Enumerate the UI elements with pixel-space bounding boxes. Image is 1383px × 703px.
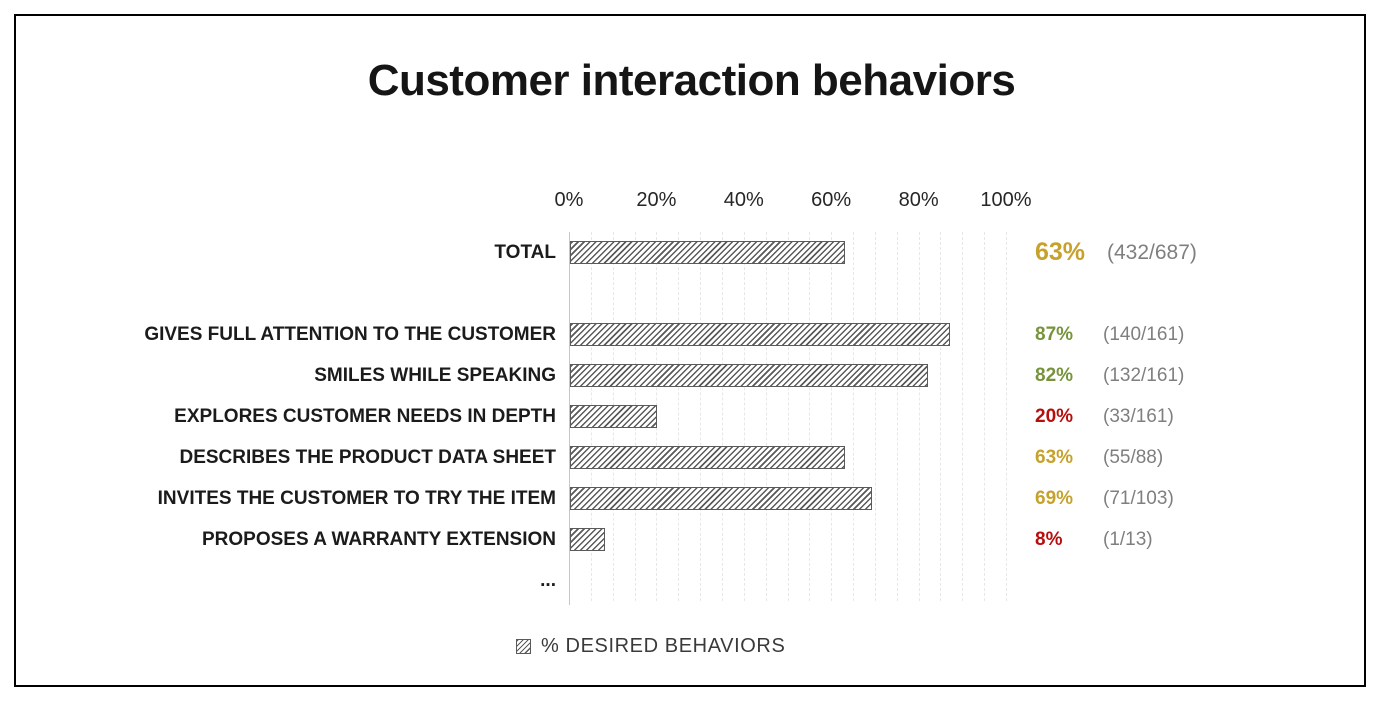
value-fraction: (432/687): [1107, 240, 1197, 264]
hatched-bar: [570, 364, 929, 387]
value-percent: 20%: [1035, 405, 1074, 427]
gridline: [853, 232, 855, 601]
x-axis-tick-label: 60%: [811, 189, 852, 211]
bar-row: INVITES THE CUSTOMER TO TRY THE ITEM 69% (…: [0, 478, 1383, 519]
value-fraction: (132/161): [1103, 364, 1185, 386]
x-axis-tick-label: 100%: [980, 189, 1032, 211]
page-border-frame: [14, 14, 1366, 687]
bar-row-spacer: [0, 273, 1383, 314]
bar-row: ...: [0, 560, 1383, 601]
legend-label: % DESIRED BEHAVIORS: [541, 635, 786, 657]
gridline: [831, 232, 833, 601]
hatched-bar: [570, 241, 846, 264]
x-axis-tick-label: 80%: [898, 189, 939, 211]
hatched-bar: [570, 528, 605, 551]
gridline: [809, 232, 811, 601]
gridline: [765, 232, 767, 601]
category-label: TOTAL: [494, 241, 556, 263]
gridline: [874, 232, 876, 601]
bar-row: GIVES FULL ATTENTION TO THE CUSTOMER 87% (…: [0, 314, 1383, 355]
hatched-bar: [570, 405, 658, 428]
y-axis-line: [569, 232, 570, 605]
bar-row: SMILES WHILE SPEAKING 82% (132/161): [0, 355, 1383, 396]
gridline: [721, 232, 723, 601]
gridline: [918, 232, 920, 601]
gridline: [1006, 232, 1007, 601]
gridline: [743, 232, 745, 601]
value-percent: 8%: [1035, 528, 1063, 550]
gridline: [678, 232, 680, 601]
value-fraction: (140/161): [1103, 323, 1185, 345]
x-axis-tick-label: 20%: [636, 189, 677, 211]
category-label: PROPOSES A WARRANTY EXTENSION: [201, 528, 556, 550]
hatched-bar: [570, 323, 951, 346]
category-label: DESCRIBES THE PRODUCT DATA SHEET: [179, 446, 556, 468]
value-fraction: (55/88): [1103, 446, 1164, 468]
gridline: [700, 232, 702, 601]
bar-row: TOTAL 63% (432/687): [0, 232, 1383, 273]
value-percent: 63%: [1035, 446, 1074, 468]
bar-row: PROPOSES A WARRANTY EXTENSION 8% (1/13): [0, 519, 1383, 560]
value-fraction: (33/161): [1103, 405, 1174, 427]
gridline: [896, 232, 898, 601]
category-label: INVITES THE CUSTOMER TO TRY THE ITEM: [157, 487, 556, 509]
value-percent: 87%: [1035, 323, 1074, 345]
value-fraction: (1/13): [1103, 528, 1153, 550]
gridline: [787, 232, 789, 601]
gridline: [984, 232, 986, 601]
value-percent: 82%: [1035, 364, 1074, 386]
x-axis-tick-label: 0%: [554, 189, 584, 211]
chart-title: Customer interaction behaviors: [367, 56, 1016, 105]
category-label: SMILES WHILE SPEAKING: [314, 364, 556, 386]
bar-row: EXPLORES CUSTOMER NEEDS IN DEPTH 20% (33/1…: [0, 396, 1383, 437]
legend-hatched-swatch-icon: [516, 639, 531, 654]
bar-row: DESCRIBES THE PRODUCT DATA SHEET 63% (55/8…: [0, 437, 1383, 478]
category-label: ...: [540, 569, 556, 591]
value-fraction: (71/103): [1103, 487, 1174, 509]
hatched-bar: [570, 446, 846, 469]
x-axis-tick-label: 40%: [723, 189, 764, 211]
gridline: [940, 232, 942, 601]
hatched-bar: [570, 487, 872, 510]
category-label: GIVES FULL ATTENTION TO THE CUSTOMER: [144, 323, 556, 345]
legend: % DESIRED BEHAVIORS: [516, 635, 785, 658]
value-percent: 63%: [1035, 238, 1086, 266]
value-percent: 69%: [1035, 487, 1074, 509]
gridline: [962, 232, 964, 601]
category-label: EXPLORES CUSTOMER NEEDS IN DEPTH: [174, 405, 556, 427]
